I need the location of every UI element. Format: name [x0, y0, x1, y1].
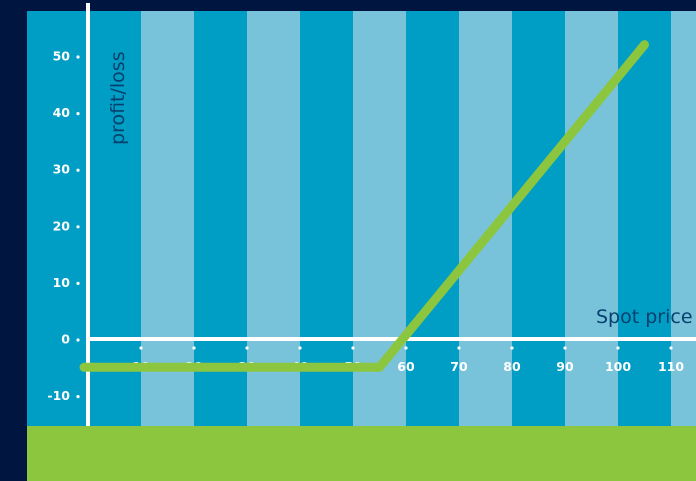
y-axis-title: profit/loss [107, 51, 129, 145]
band-light [671, 11, 696, 426]
band-light [141, 11, 194, 426]
y-tick-dot [76, 281, 80, 285]
y-tick-dot [76, 55, 80, 59]
y-tick-dot [76, 112, 80, 116]
x-tick-label: 110 [658, 359, 684, 374]
x-tick-dot [351, 346, 355, 350]
y-tick-label: -10 [47, 388, 70, 403]
x-tick-dot [245, 346, 249, 350]
y-tick-dot [76, 338, 80, 342]
x-tick-dot [457, 346, 461, 350]
y-tick-label: 20 [53, 218, 71, 233]
footer-bar [27, 426, 696, 481]
y-tick-dot [76, 225, 80, 229]
axes [86, 3, 696, 426]
y-tick-label: 50 [53, 49, 71, 64]
x-tick-label: 100 [605, 359, 631, 374]
y-tick-dot [76, 395, 80, 399]
band-light [247, 11, 300, 426]
y-tick-label: 30 [53, 162, 71, 177]
x-tick-label: 60 [397, 359, 415, 374]
y-tick-dot [76, 168, 80, 172]
x-tick-label: 70 [450, 359, 468, 374]
x-tick-dot [404, 346, 408, 350]
x-tick-dot [298, 346, 302, 350]
x-tick-dot [192, 346, 196, 350]
band-light [353, 11, 406, 426]
band-light [565, 11, 618, 426]
y-tick-label: 40 [53, 105, 71, 120]
x-tick-dot [563, 346, 567, 350]
background-bands [27, 11, 696, 426]
y-tick-label: 0 [61, 332, 70, 347]
x-tick-label: 90 [556, 359, 574, 374]
x-tick-dot [669, 346, 673, 350]
x-tick-label: 80 [503, 359, 521, 374]
x-axis-title: Spot price [596, 306, 693, 328]
y-tick-label: 10 [53, 275, 71, 290]
payoff-line [79, 40, 649, 372]
x-tick-dot [616, 346, 620, 350]
x-tick-dot [139, 346, 143, 350]
y-axis-ticks: 50 40 30 20 10 0 -10 [47, 49, 80, 403]
x-tick-dot [510, 346, 514, 350]
